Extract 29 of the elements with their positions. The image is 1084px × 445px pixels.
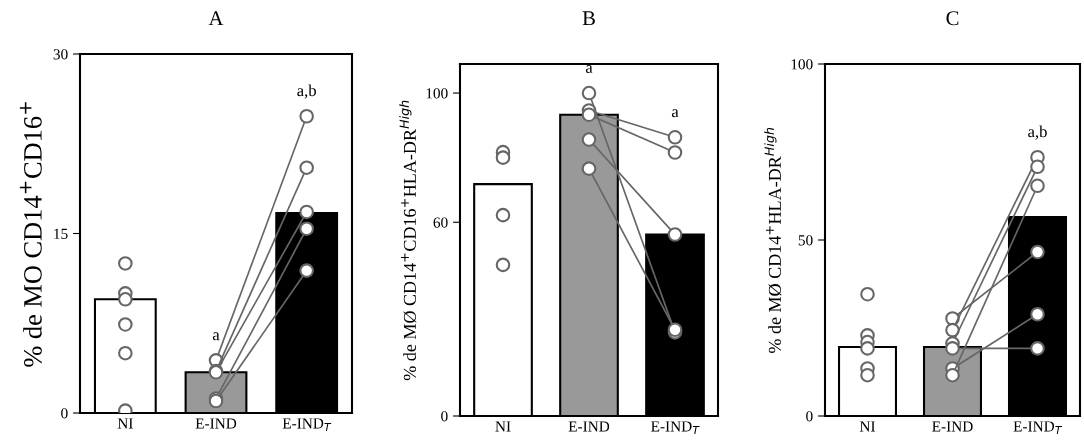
- x-tick-label: E-IND: [568, 421, 610, 432]
- y-tick-label: 100: [791, 59, 813, 70]
- y-tick-label: 100: [426, 88, 448, 99]
- y-axis-title: % de MØ CD14$^{+}$CD16$^{+}$HLA-DR$^{High}$: [399, 100, 417, 381]
- annotation: a: [585, 65, 593, 74]
- chart-title: B: [582, 11, 595, 26]
- x-tick-label: E-IND: [195, 418, 237, 429]
- y-axis-title: % de MØ CD14$^{+}$HLA-DR$^{High}$: [764, 127, 782, 353]
- y-axis-title: % de MO CD14$^{+}$CD16$^{+}$: [19, 102, 42, 367]
- x-tick-label: E-IND$_{T}$: [1013, 421, 1063, 434]
- y-tick-label: 0: [61, 408, 68, 419]
- annotation: a: [212, 332, 220, 341]
- x-tick-label: E-IND: [932, 421, 973, 432]
- annotation: a,b: [297, 84, 316, 99]
- chart-title: C: [946, 11, 959, 26]
- x-tick-label: NI: [859, 421, 876, 432]
- y-tick-label: 15: [54, 228, 68, 239]
- x-tick-label: E-IND$_{T}$: [282, 418, 332, 431]
- x-tick-label: NI: [495, 421, 511, 432]
- annotation: a,b: [1028, 125, 1047, 140]
- chart-title: A: [208, 11, 224, 26]
- y-tick-label: 30: [53, 49, 68, 60]
- x-tick-label: NI: [117, 418, 133, 429]
- y-tick-label: 60: [433, 217, 448, 228]
- annotation: a: [671, 109, 679, 118]
- y-tick-label: 0: [806, 411, 813, 422]
- y-tick-label: 50: [798, 235, 813, 246]
- x-tick-label: E-IND$_{T}$: [651, 421, 700, 434]
- y-tick-label: 0: [441, 411, 448, 422]
